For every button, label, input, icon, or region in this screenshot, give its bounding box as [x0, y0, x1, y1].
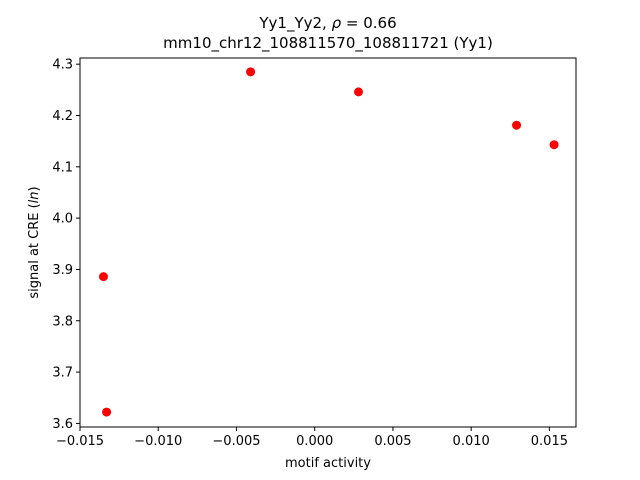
data-point-3 — [246, 67, 256, 77]
chart-title-line2: mm10_chr12_108811570_108811721 (Yy1) — [163, 34, 493, 53]
x-tick-label: 0.015 — [531, 434, 568, 449]
y-tick-label: 4.2 — [52, 109, 73, 124]
data-point-2 — [102, 407, 112, 417]
x-axis: −0.015 −0.010 −0.005 0.000 0.005 0.010 0.015 — [56, 427, 568, 449]
y-axis-label-prefix: signal at CRE ( — [27, 203, 42, 298]
y-tick-label: 4.1 — [52, 160, 73, 175]
y-tick-label: 3.8 — [52, 314, 73, 329]
plot-area — [98, 67, 559, 417]
data-point-1 — [98, 272, 108, 282]
data-point-5 — [512, 120, 522, 130]
y-axis: 3.6 3.7 3.8 3.9 4.0 4.1 4.2 4.3 — [52, 58, 80, 432]
x-tick-label: 0.000 — [296, 434, 333, 449]
y-axis-label: signal at CRE (ln) — [27, 186, 42, 298]
x-tick-label: −0.015 — [56, 434, 104, 449]
x-axis-label: motif activity — [285, 456, 371, 471]
y-tick-label: 4.3 — [52, 58, 73, 73]
y-tick-label: 3.9 — [52, 263, 73, 278]
data-point-4 — [354, 87, 364, 97]
x-tick-label: −0.010 — [134, 434, 182, 449]
x-tick-label: 0.005 — [374, 434, 411, 449]
axes-frame — [79, 57, 577, 428]
y-tick-label: 3.7 — [52, 366, 73, 381]
chart-title-line1: Yy1_Yy2, ρ = 0.66 — [258, 14, 396, 33]
y-axis-label-suffix: ) — [27, 186, 42, 191]
y-tick-label: 4.0 — [52, 212, 73, 227]
title-rho-symbol: ρ — [332, 14, 342, 32]
x-tick-label: −0.005 — [212, 434, 260, 449]
data-point-6 — [549, 140, 559, 150]
title-rho-value: = 0.66 — [341, 14, 397, 32]
y-tick-label: 3.6 — [52, 417, 73, 432]
y-axis-label-italic: ln — [27, 191, 42, 203]
x-tick-label: 0.010 — [453, 434, 490, 449]
title-prefix: Yy1_Yy2, — [258, 14, 331, 33]
